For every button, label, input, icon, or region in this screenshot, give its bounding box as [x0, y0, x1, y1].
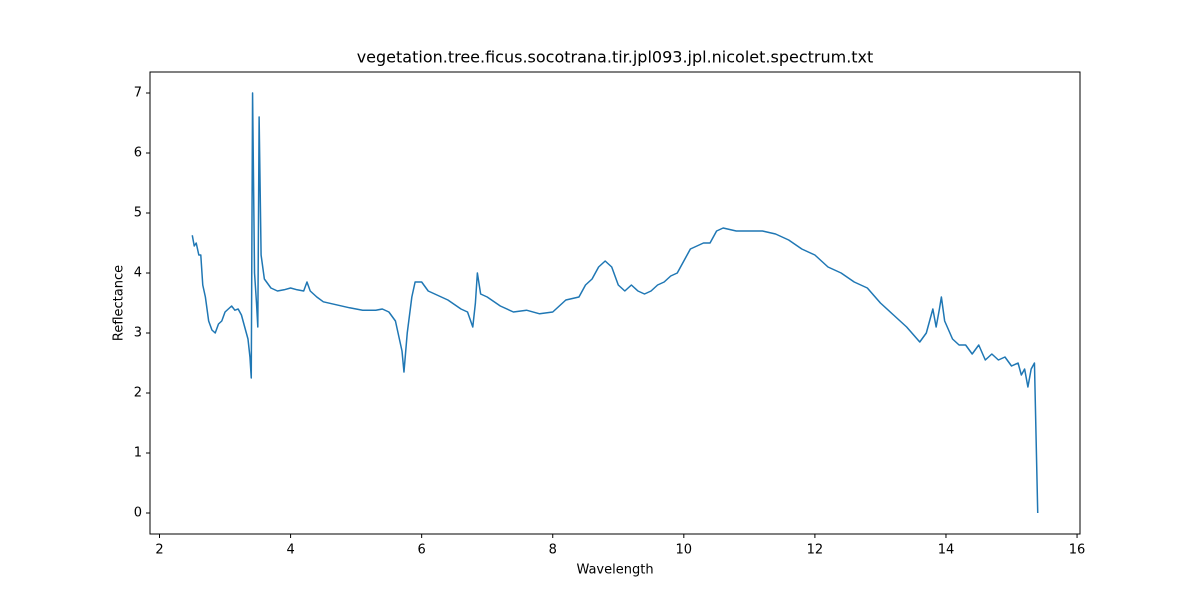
x-tick-label: 10 [676, 543, 693, 558]
x-axis-label: Wavelength [576, 563, 653, 578]
x-tick-label: 6 [418, 543, 426, 558]
y-axis-label: Reflectance [112, 265, 127, 341]
y-tick-label: 3 [134, 326, 142, 341]
y-tick-label: 1 [134, 446, 142, 461]
x-tick-label: 16 [1069, 543, 1086, 558]
x-tick-label: 12 [807, 543, 824, 558]
plot-frame [149, 71, 1081, 535]
y-tick-label: 6 [134, 146, 142, 161]
x-tick-label: 4 [286, 543, 294, 558]
y-tick-label: 0 [134, 506, 142, 521]
y-tick-label: 7 [134, 86, 142, 101]
chart-title: vegetation.tree.ficus.socotrana.tir.jpl0… [357, 48, 874, 67]
spectrum-line [191, 92, 1039, 514]
y-tick-label: 2 [134, 386, 142, 401]
y-tick-label: 4 [134, 266, 142, 281]
y-tick-label: 5 [134, 206, 142, 221]
x-tick-label: 8 [549, 543, 557, 558]
x-tick-label: 2 [155, 543, 163, 558]
x-tick-label: 14 [938, 543, 955, 558]
